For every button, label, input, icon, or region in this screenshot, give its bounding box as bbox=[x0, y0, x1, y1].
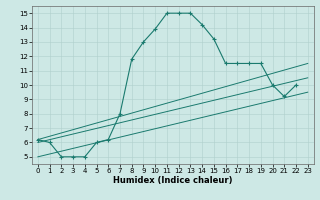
X-axis label: Humidex (Indice chaleur): Humidex (Indice chaleur) bbox=[113, 176, 233, 185]
